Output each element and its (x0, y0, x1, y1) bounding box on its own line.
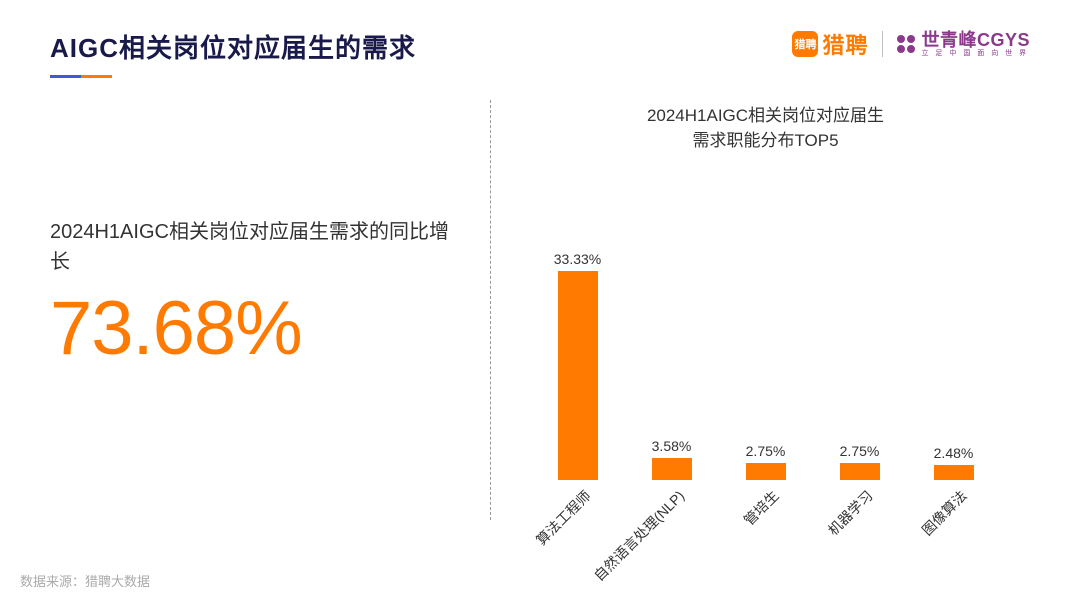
logo-divider (882, 31, 883, 57)
cgys-main: 世青峰CGYS (921, 31, 1030, 50)
header: AIGC相关岗位对应届生的需求 猎聘 猎聘 世青峰CGYS 立 足 中 国 面 … (50, 28, 1030, 78)
bar-value: 2.48% (934, 445, 974, 461)
cgys-sub: 立 足 中 国 面 向 世 界 (921, 50, 1030, 57)
bar-label-row: 算法工程师自然语言处理(NLP)管培生机器学习图像算法 (521, 480, 1011, 558)
title-block: AIGC相关岗位对应届生的需求 (50, 28, 416, 78)
bar-value: 2.75% (746, 443, 786, 459)
page-title: AIGC相关岗位对应届生的需求 (50, 28, 416, 65)
bar (840, 463, 880, 480)
cgys-logo: 世青峰CGYS 立 足 中 国 面 向 世 界 (897, 31, 1030, 57)
left-pane: 2024H1AIGC相关岗位对应届生需求的同比增长 73.68% (50, 90, 480, 558)
left-subtitle: 2024H1AIGC相关岗位对应届生需求的同比增长 (50, 217, 460, 277)
bar-value: 3.58% (652, 438, 692, 454)
center-divider (490, 100, 491, 520)
bar-group: 2.75% (815, 443, 905, 480)
bar (652, 458, 692, 481)
logos: 猎聘 猎聘 世青峰CGYS 立 足 中 国 面 向 世 界 (792, 28, 1030, 60)
right-pane: 2024H1AIGC相关岗位对应届生需求职能分布TOP5 33.33% 3.58%… (501, 90, 1030, 558)
bar (934, 465, 974, 481)
bar-label: 算法工程师 (533, 480, 623, 558)
liepin-text: 猎聘 (822, 28, 868, 60)
content: 2024H1AIGC相关岗位对应届生需求的同比增长 73.68% 2024H1A… (50, 90, 1030, 558)
liepin-logo: 猎聘 猎聘 (792, 28, 868, 60)
bar-group: 3.58% (627, 438, 717, 481)
big-number: 73.68% (50, 285, 460, 372)
bar-chart: 33.33% 3.58% 2.75% 2.75% 2.48% (521, 161, 1011, 480)
cgys-text-block: 世青峰CGYS 立 足 中 国 面 向 世 界 (921, 31, 1030, 57)
footer-source: 数据来源：猎聘大数据 (20, 571, 150, 590)
chart-title: 2024H1AIGC相关岗位对应届生需求职能分布TOP5 (647, 104, 884, 153)
bar (746, 463, 786, 480)
bar-group: 33.33% (533, 251, 623, 481)
cgys-icon (897, 35, 915, 53)
title-underline (50, 75, 112, 78)
bar-label: 图像算法 (909, 480, 999, 558)
bar-label: 机器学习 (815, 480, 905, 558)
bar-group: 2.48% (909, 445, 999, 481)
bar-value: 2.75% (840, 443, 880, 459)
bar-label: 自然语言处理(NLP) (627, 480, 717, 558)
bar (558, 271, 598, 481)
bar-group: 2.75% (721, 443, 811, 480)
bar-value: 33.33% (554, 251, 601, 267)
bar-label: 管培生 (721, 480, 811, 558)
liepin-icon: 猎聘 (792, 31, 818, 57)
